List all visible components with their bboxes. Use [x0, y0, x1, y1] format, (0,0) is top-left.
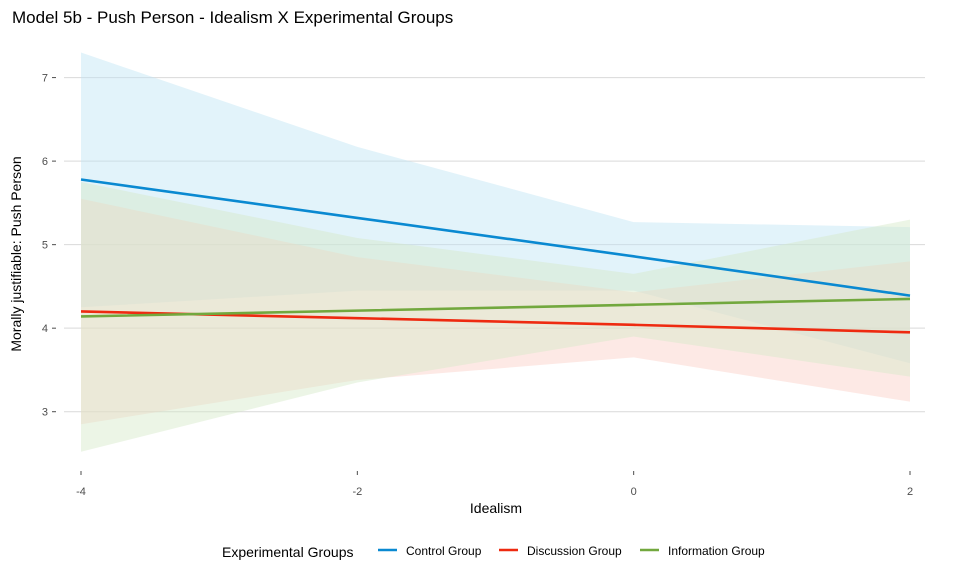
legend-title: Experimental Groups	[222, 544, 354, 560]
x-tick-label: -4	[76, 486, 86, 498]
confidence-band	[81, 182, 910, 452]
x-tick-label: 0	[631, 486, 637, 498]
legend: Experimental Groups Control Group Discuss…	[222, 540, 765, 560]
y-tick-label: 7	[42, 73, 48, 85]
legend-label: Information Group	[668, 544, 765, 558]
confidence-band	[81, 52, 910, 364]
y-tick-label: 6	[42, 156, 48, 168]
legend-label: Discussion Group	[527, 544, 622, 558]
axis-ticks: 3 4 5 6 7 -4 -2 0 2	[42, 73, 913, 498]
y-tick-label: 3	[42, 407, 48, 419]
y-tick-label: 5	[42, 240, 48, 252]
series-lines	[80, 178, 911, 334]
y-axis-label: Morally justifiable: Push Person	[8, 156, 24, 351]
series-line	[80, 297, 911, 318]
x-tick-label: 2	[907, 486, 913, 498]
chart-title: Model 5b - Push Person - Idealism X Expe…	[12, 8, 453, 27]
confidence-bands	[81, 52, 910, 452]
legend-label: Control Group	[406, 544, 482, 558]
x-axis-label: Idealism	[470, 500, 522, 516]
y-tick-label: 4	[42, 323, 48, 335]
series-line	[80, 178, 911, 297]
x-tick-label: -2	[352, 486, 362, 498]
confidence-band	[81, 198, 910, 425]
